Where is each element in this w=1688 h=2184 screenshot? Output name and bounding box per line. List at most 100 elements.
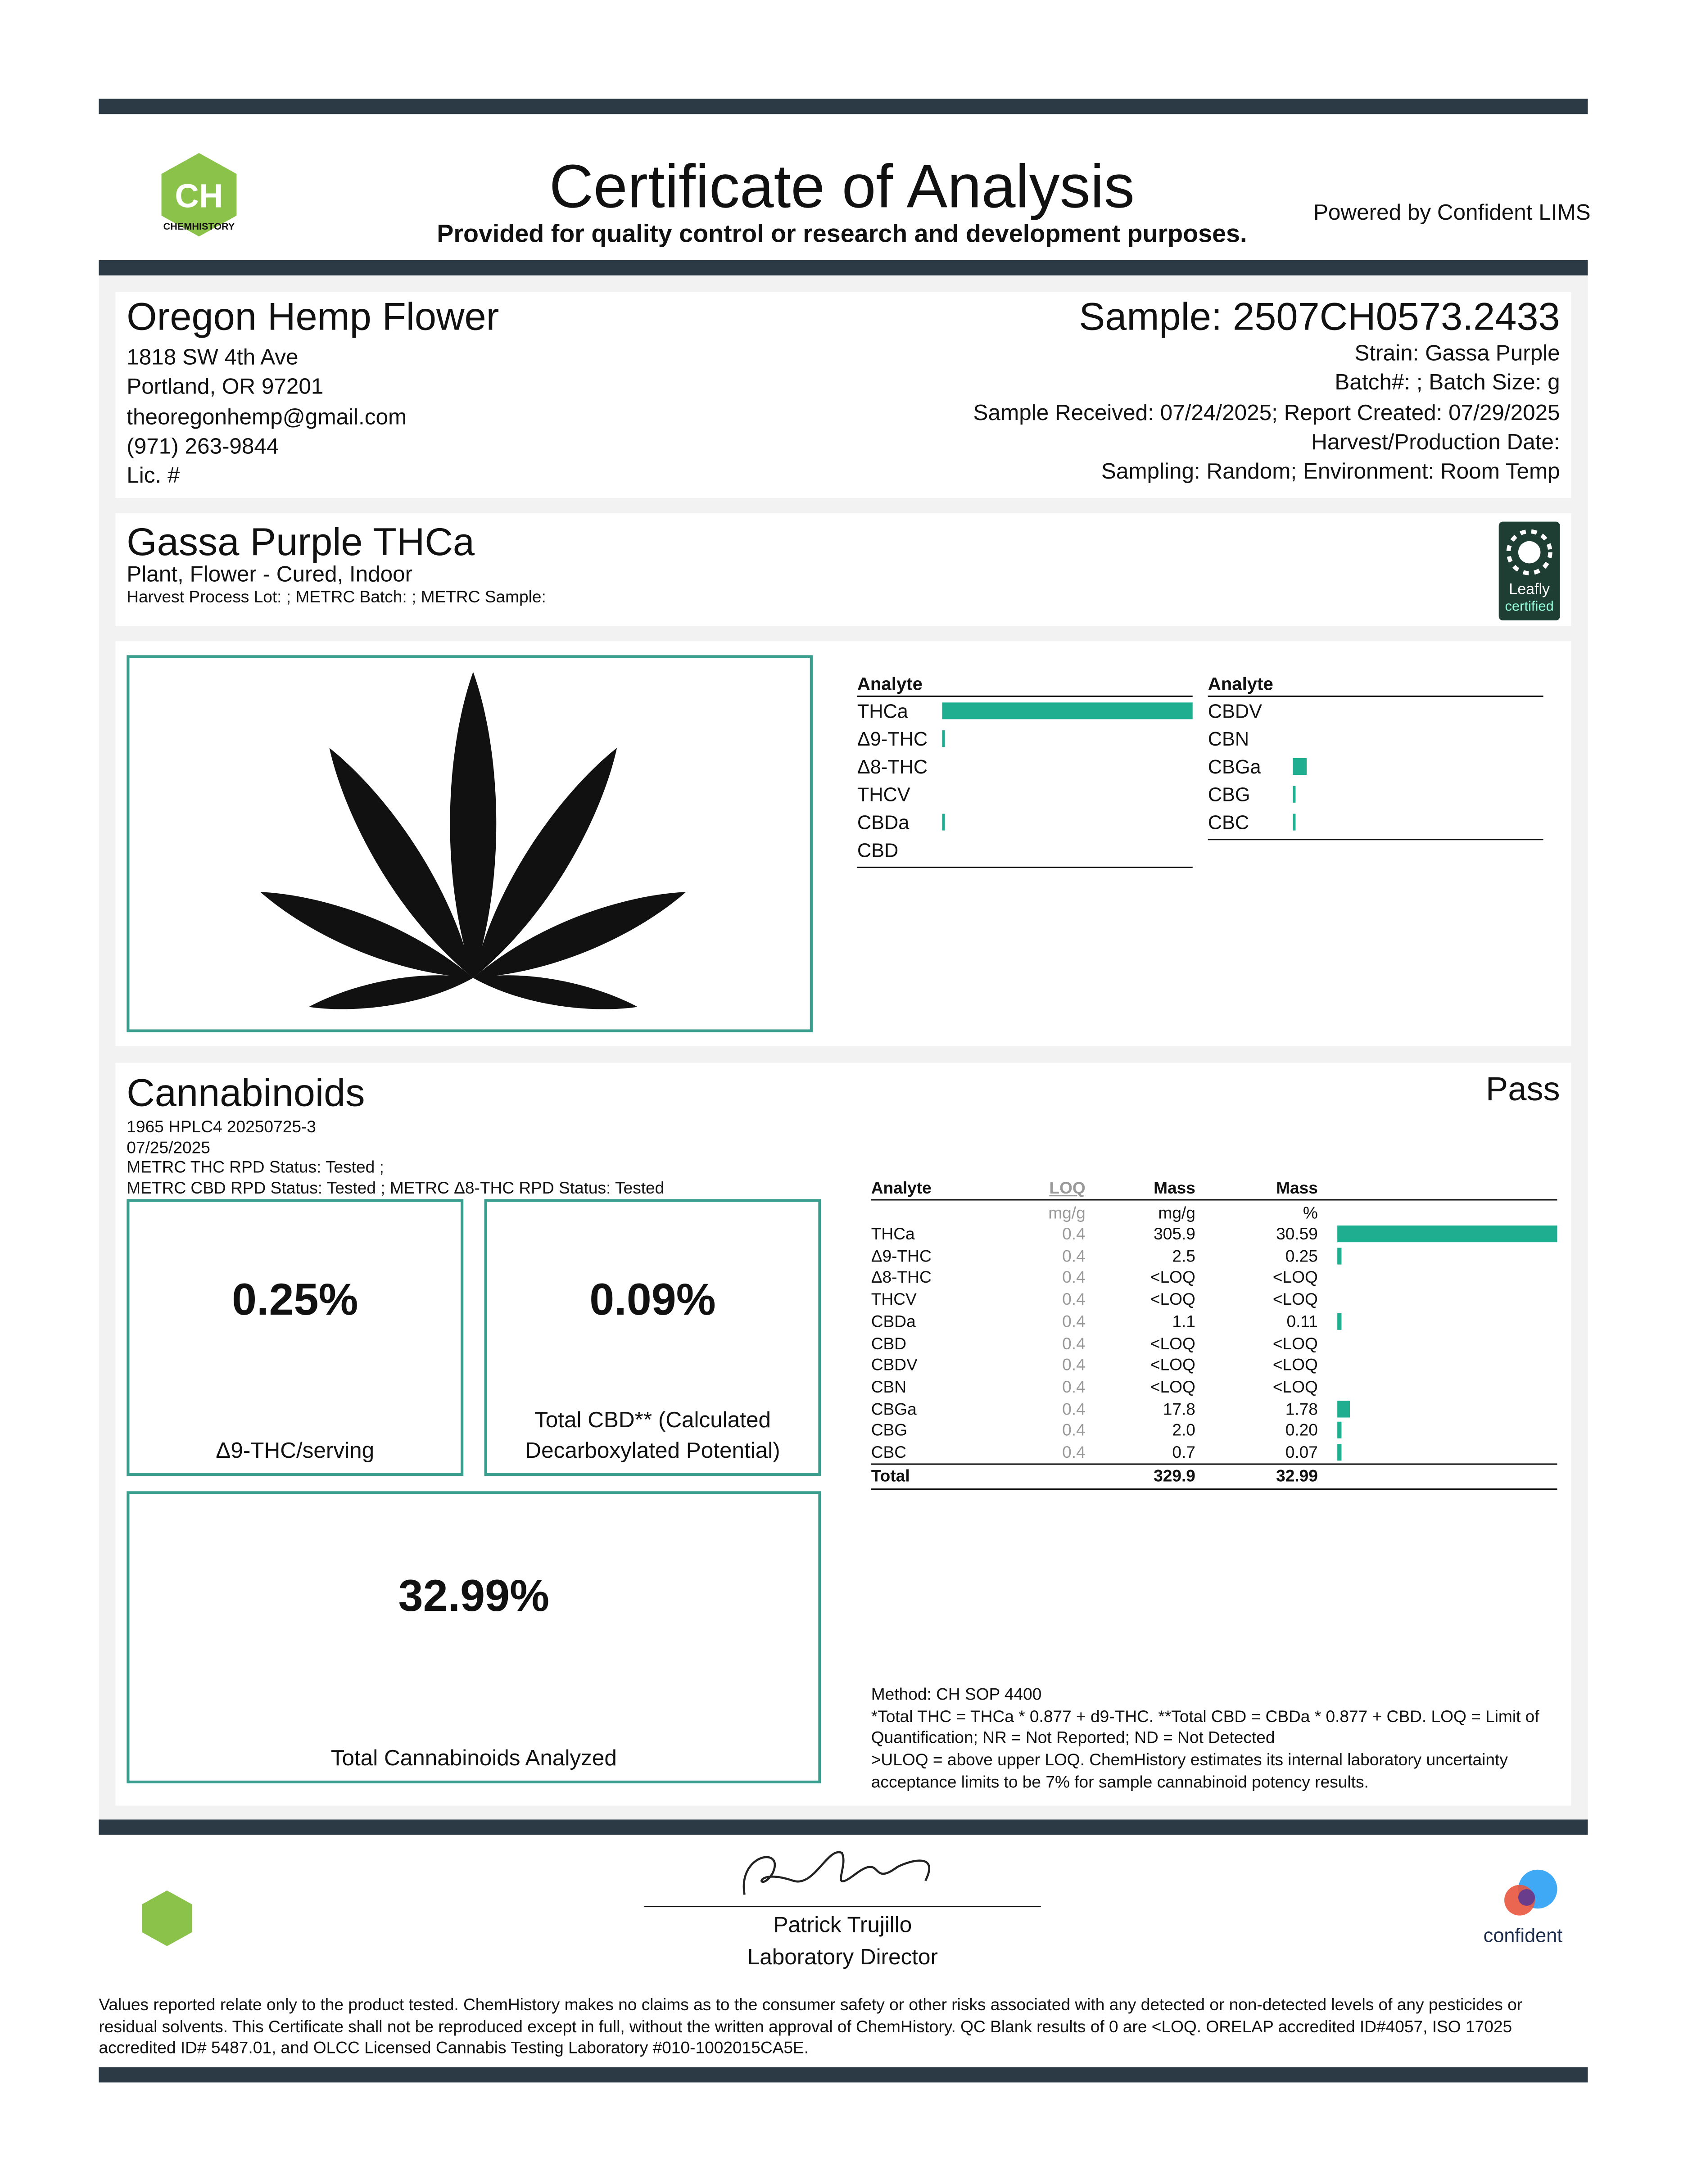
table-cell: CBC — [871, 1442, 907, 1462]
table-cell: 0.25 — [1285, 1246, 1318, 1266]
sample-line: Batch#: ; Batch Size: g — [1335, 371, 1560, 396]
footer-logo — [142, 1890, 192, 1946]
bottom-bar — [99, 2067, 1588, 2083]
meta-line: 07/25/2025 — [127, 1137, 210, 1157]
badge-icon — [1506, 529, 1552, 575]
summary-analyte: CBG — [1208, 783, 1250, 805]
signer: Patrick Trujillo — [773, 1914, 912, 1938]
section-title: Cannabinoids — [127, 1071, 365, 1114]
subtitle: Provided for quality control or research… — [437, 220, 1247, 248]
table-cell: <LOQ — [1272, 1355, 1318, 1375]
table-cell: 1.78 — [1285, 1399, 1318, 1419]
table-cell: <LOQ — [1150, 1355, 1195, 1375]
summary-bar — [942, 702, 1193, 719]
signature-line — [644, 1906, 1041, 1908]
table-cell: LOQ — [1049, 1178, 1086, 1198]
disclaimer-line: Values reported relate only to the produ… — [99, 1994, 1523, 2015]
summary-bar — [1293, 758, 1308, 775]
card-label: Δ9-THC/serving — [216, 1439, 375, 1464]
note-line: Quantification; NR = Not Reported; ND = … — [871, 1728, 1275, 1748]
table-cell: <LOQ — [1150, 1268, 1195, 1288]
rule — [857, 695, 1193, 697]
summary-card: 0.09% Total CBD** (Calculated Decarboxyla… — [484, 1199, 821, 1476]
summary-bar — [942, 730, 945, 747]
card-label: Total Cannabinoids Analyzed — [330, 1747, 617, 1771]
summary-analyte: CBDa — [857, 811, 910, 833]
table-cell: 30.59 — [1276, 1224, 1318, 1244]
table-cell: 0.4 — [1062, 1377, 1086, 1397]
powered-by: Powered by Confident LIMS — [1313, 202, 1591, 226]
image-frame — [127, 655, 813, 1032]
product-name: Gassa Purple THCa — [127, 520, 475, 564]
table-cell: <LOQ — [1150, 1289, 1195, 1309]
summary-analyte: CBD — [857, 839, 899, 861]
table-cell: CBDa — [871, 1311, 916, 1331]
table-cell: Total — [871, 1465, 910, 1485]
sample-line: Strain: Gassa Purple — [1354, 342, 1560, 366]
header-bar — [99, 260, 1588, 276]
table-cell: 1.1 — [1172, 1311, 1195, 1331]
summary-analyte: Δ8-THC — [857, 755, 928, 778]
cannabinoid-box — [115, 1063, 1571, 1806]
top-bar — [99, 99, 1588, 114]
logo-hex — [161, 153, 237, 237]
table-cell: 0.4 — [1062, 1420, 1086, 1440]
table-cell: 0.4 — [1062, 1442, 1086, 1462]
summary-analyte: CBDV — [1208, 700, 1262, 722]
confident-logo — [1504, 1869, 1557, 1916]
summary-box — [115, 641, 1571, 1046]
table-cell: 0.07 — [1285, 1442, 1318, 1462]
disclaimer-line: accredited ID# 5487.01, and OLCC License… — [99, 2038, 809, 2058]
summary-analyte: Δ9-THC — [857, 727, 928, 750]
client-box — [115, 292, 1571, 498]
table-cell: THCV — [871, 1289, 917, 1309]
table-cell: % — [1303, 1203, 1318, 1223]
client-line: (971) 263-9844 — [127, 435, 279, 459]
note-line: acceptance limits to be 7% for sample ca… — [871, 1772, 1369, 1792]
table-cell: 0.4 — [1062, 1246, 1086, 1266]
rule — [857, 866, 1193, 868]
card-value: 32.99% — [398, 1570, 550, 1620]
product-box — [115, 513, 1571, 626]
summary-bar — [1293, 786, 1296, 803]
note-line: Method: CH SOP 4400 — [871, 1684, 1042, 1705]
summary-header: Analyte — [857, 673, 923, 694]
client-line: theoregonhemp@gmail.com — [127, 405, 407, 430]
table-cell: Mass — [1154, 1178, 1195, 1198]
client-line: Lic. # — [127, 465, 180, 489]
table-cell: CBDV — [871, 1355, 918, 1375]
table-cell: CBGa — [871, 1399, 917, 1419]
table-cell: 2.0 — [1172, 1420, 1195, 1440]
sample-line: Sample Received: 07/24/2025; Report Crea… — [973, 401, 1560, 425]
summary-analyte: CBGa — [1208, 755, 1261, 778]
signature — [742, 1851, 930, 1895]
table-cell: CBD — [871, 1333, 907, 1353]
table-cell: CBG — [871, 1420, 908, 1440]
table-cell: Analyte — [871, 1178, 932, 1198]
table-cell: 2.5 — [1172, 1246, 1195, 1266]
table-bar — [1337, 1225, 1557, 1243]
table-cell: <LOQ — [1272, 1333, 1318, 1353]
table-cell: Mass — [1276, 1178, 1318, 1198]
logo-mark: CH — [175, 177, 223, 214]
table-cell: 0.4 — [1062, 1333, 1086, 1353]
leaf — [260, 672, 686, 1009]
card-value: 0.09% — [589, 1274, 716, 1324]
table-cell: 0.4 — [1062, 1355, 1086, 1375]
summary-analyte: THCa — [857, 700, 908, 722]
meta-line: METRC CBD RPD Status: Tested ; METRC Δ8-… — [127, 1177, 665, 1197]
badge-brand: Leafly — [1509, 581, 1550, 598]
table-bar — [1337, 1422, 1342, 1439]
product-type: Plant, Flower - Cured, Indoor — [127, 563, 413, 587]
table-cell: Δ8-THC — [871, 1268, 932, 1288]
table-cell: 0.4 — [1062, 1289, 1086, 1309]
title: Certificate of Analysis — [549, 153, 1135, 222]
rule — [1208, 695, 1543, 697]
meta-line: 1965 HPLC4 20250725-3 — [127, 1117, 316, 1137]
summary-bar — [1293, 814, 1296, 831]
table-cell: 0.4 — [1062, 1268, 1086, 1288]
table-cell: Δ9-THC — [871, 1246, 932, 1266]
client-name: Oregon Hemp Flower — [127, 295, 499, 338]
table-bar — [1337, 1444, 1342, 1461]
